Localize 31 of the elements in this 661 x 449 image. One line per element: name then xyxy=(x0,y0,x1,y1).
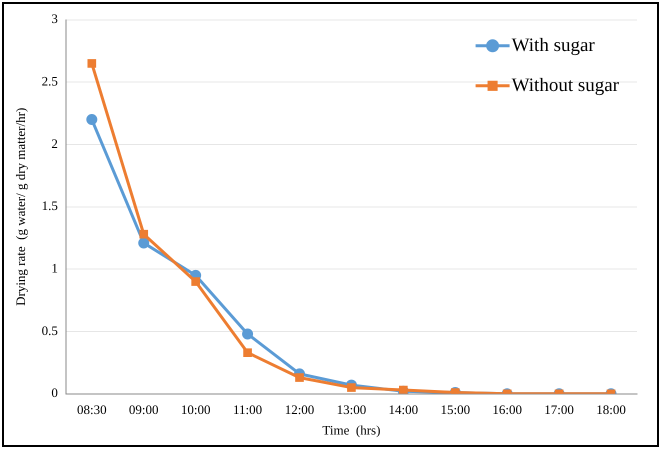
x-tick-label: 12:00 xyxy=(284,402,314,418)
x-axis-title: Time (hrs) xyxy=(322,422,380,438)
point xyxy=(347,383,356,392)
point xyxy=(242,328,254,340)
y-tick-label: 1 xyxy=(51,260,58,276)
y-tick-label: 1.5 xyxy=(42,198,58,214)
x-tick-label: 11:00 xyxy=(233,402,262,418)
y-axis-title: Drying rate (g water/ g dry matter/hr) xyxy=(13,108,28,306)
legend-label: Without sugar xyxy=(512,74,620,96)
x-tick-label: 14:00 xyxy=(388,402,418,418)
legend-label: With sugar xyxy=(512,34,596,56)
y-tick-label: 3 xyxy=(51,11,58,26)
x-tick-label: 15:00 xyxy=(440,402,470,418)
point xyxy=(243,348,252,357)
y-tick-label: 0.5 xyxy=(42,322,58,338)
x-tick-label: 13:00 xyxy=(336,402,366,418)
y-tick-label: 2 xyxy=(51,136,58,151)
x-tick-label: 10:00 xyxy=(180,402,210,418)
y-tick-label: 0 xyxy=(51,385,58,400)
x-tick-label: 17:00 xyxy=(544,402,574,418)
x-tick-label: 16:00 xyxy=(492,402,522,418)
point xyxy=(191,277,200,286)
x-tick-label: 18:00 xyxy=(596,402,626,418)
point xyxy=(139,230,148,239)
y-tick-label: 2.5 xyxy=(42,74,58,89)
point xyxy=(138,237,150,248)
x-tick-label: 08:30 xyxy=(77,402,107,418)
point xyxy=(86,114,98,126)
point xyxy=(295,373,304,382)
point xyxy=(87,59,96,68)
x-tick-label: 09:00 xyxy=(128,402,159,418)
